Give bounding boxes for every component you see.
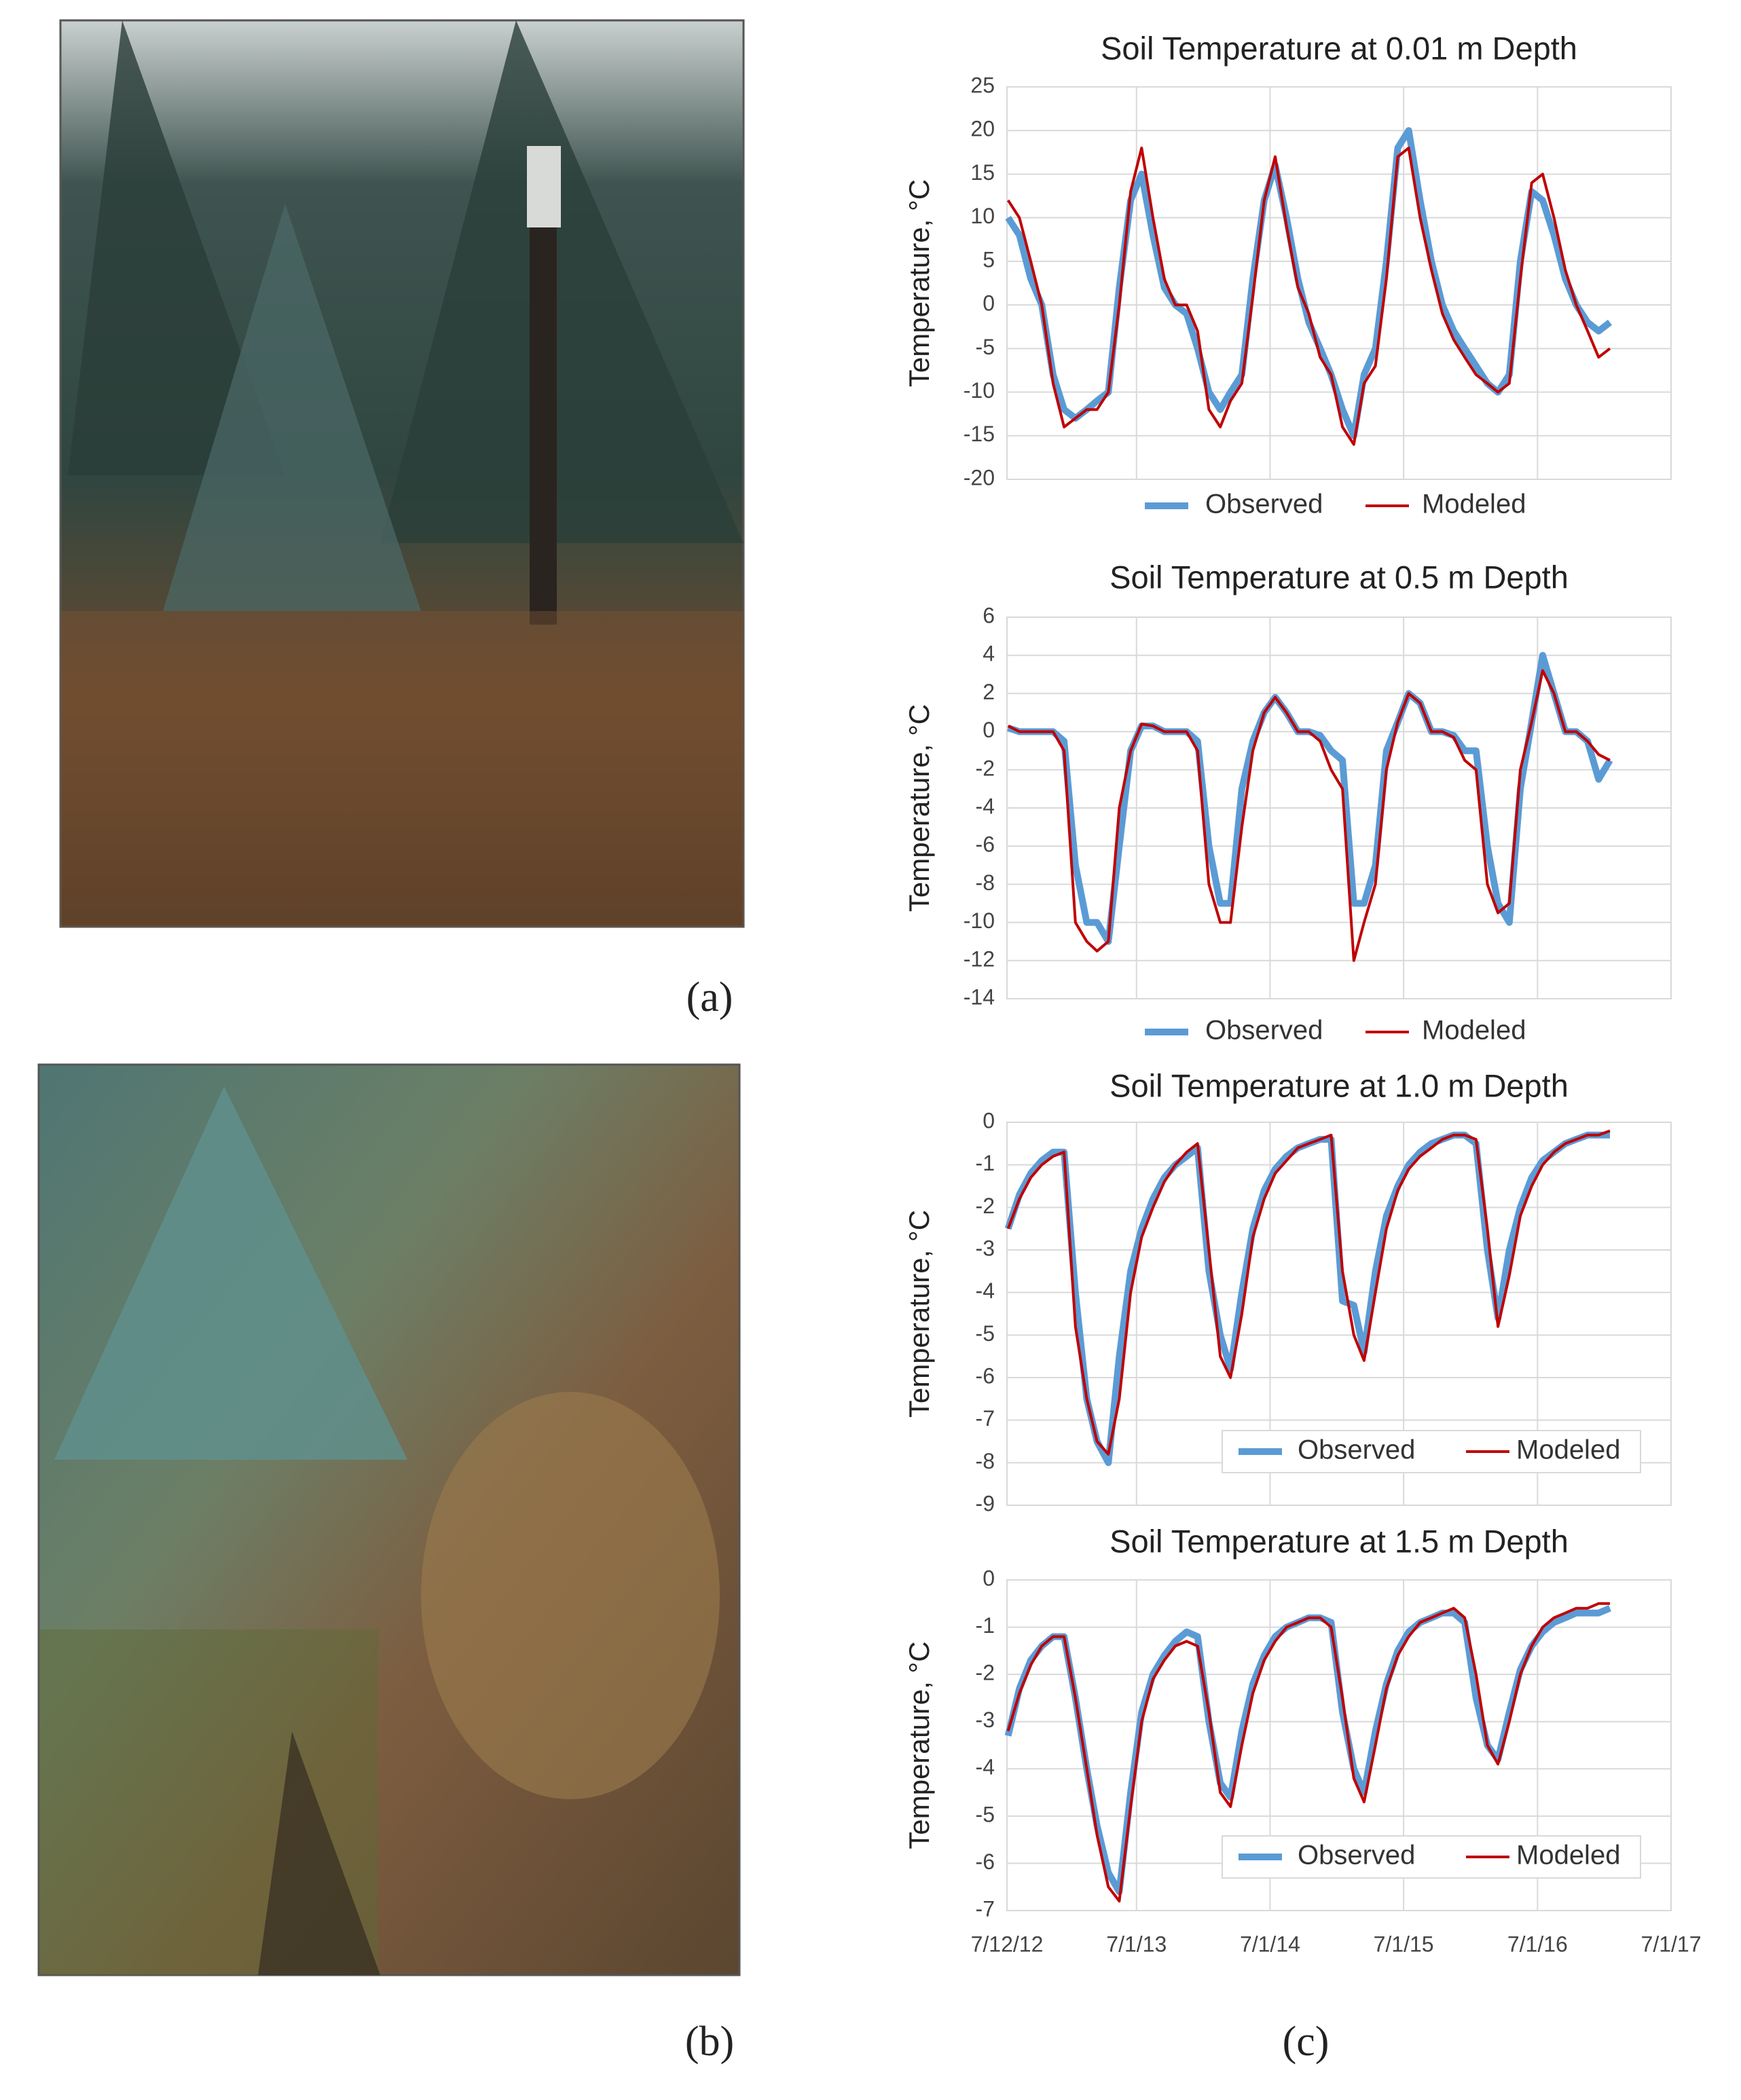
photo-b: [37, 1063, 741, 1976]
data-line: [1007, 669, 1611, 962]
y-tick-label: 2: [983, 680, 995, 704]
x-tick-label: 7/1/15: [1374, 1932, 1434, 1956]
y-tick-label: -5: [976, 1321, 995, 1346]
panel-label: (a): [686, 974, 733, 1020]
x-tick-label: 7/12/12: [971, 1932, 1044, 1956]
y-tick-label: -6: [976, 832, 995, 857]
data-line: [1004, 1131, 1610, 1467]
y-tick-label: -2: [976, 756, 995, 780]
data-line: [1006, 1602, 1610, 1903]
y-axis-label: Temperature, °C: [903, 1210, 935, 1418]
y-tick-label: -8: [976, 870, 995, 895]
y-tick-label: -7: [976, 1896, 995, 1921]
y-tick-label: 5: [983, 247, 995, 272]
y-tick-label: 15: [970, 160, 995, 185]
y-tick-label: 0: [983, 1566, 995, 1590]
y-tick-label: -10: [964, 378, 995, 403]
chart-title: Soil Temperature at 1.5 m Depth: [1110, 1523, 1569, 1559]
plot-frame: [1006, 616, 1672, 999]
x-tick-label: 7/1/17: [1641, 1932, 1702, 1956]
y-tick-label: 20: [970, 117, 995, 141]
y-tick-label: -3: [976, 1236, 995, 1260]
chart-title: Soil Temperature at 0.5 m Depth: [1110, 559, 1569, 595]
y-tick-label: -1: [976, 1151, 995, 1175]
legend-box: [1222, 1835, 1641, 1879]
legend-label: Observed: [1298, 1841, 1415, 1871]
data-line: [1006, 1129, 1611, 1456]
legend-box: [1222, 1430, 1641, 1473]
y-tick-label: -8: [976, 1449, 995, 1473]
y-tick-label: -4: [976, 1278, 995, 1303]
x-tick-label: 7/1/16: [1507, 1932, 1568, 1956]
x-tick-label: 7/1/14: [1240, 1932, 1300, 1956]
data-line: [1007, 652, 1613, 945]
y-tick-label: -5: [976, 335, 995, 359]
legend-label: Observed: [1205, 490, 1323, 519]
y-tick-label: 4: [983, 642, 995, 666]
legend-label: Modeled: [1516, 1435, 1620, 1465]
y-axis-label: Temperature, °C: [903, 704, 935, 912]
y-tick-label: 25: [970, 73, 995, 97]
panel-label: (b): [685, 2019, 734, 2065]
y-tick-label: -12: [964, 946, 995, 971]
legend-label: Modeled: [1422, 490, 1526, 519]
y-tick-label: -6: [976, 1849, 995, 1874]
legend-label: Modeled: [1422, 1016, 1526, 1046]
y-tick-label: 10: [970, 204, 995, 228]
y-tick-label: -2: [976, 1661, 995, 1685]
y-tick-label: -1: [976, 1613, 995, 1638]
y-tick-label: -6: [976, 1363, 995, 1388]
y-tick-label: 6: [983, 603, 995, 627]
legend-label: Modeled: [1516, 1841, 1620, 1871]
y-tick-label: -20: [964, 465, 995, 490]
y-tick-label: -10: [964, 908, 995, 933]
y-tick-label: -15: [964, 422, 995, 446]
y-tick-label: -4: [976, 794, 995, 818]
plot-frame: [1006, 1122, 1672, 1506]
y-tick-label: 0: [983, 718, 995, 742]
y-tick-label: 0: [983, 1108, 995, 1132]
y-tick-label: -2: [976, 1194, 995, 1218]
y-tick-label: -9: [976, 1491, 995, 1515]
chart-title: Soil Temperature at 0.01 m Depth: [1101, 30, 1577, 66]
legend-label: Observed: [1205, 1016, 1323, 1046]
y-axis-label: Temperature, °C: [903, 179, 935, 387]
x-tick-label: 7/1/13: [1106, 1932, 1167, 1956]
data-line: [1006, 146, 1611, 446]
y-tick-label: -7: [976, 1406, 995, 1431]
chart-title: Soil Temperature at 1.0 m Depth: [1110, 1067, 1569, 1103]
plot-frame: [1006, 1579, 1672, 1911]
y-tick-label: 0: [983, 291, 995, 316]
photo-a: [59, 19, 745, 928]
y-tick-label: -5: [976, 1802, 995, 1826]
y-tick-label: -4: [976, 1755, 995, 1780]
plot-frame: [1006, 86, 1672, 480]
legend-label: Observed: [1298, 1435, 1415, 1465]
y-tick-label: -14: [964, 984, 995, 1009]
y-tick-label: -3: [976, 1708, 995, 1732]
panel-label: (c): [1283, 2019, 1330, 2065]
y-axis-label: Temperature, °C: [903, 1641, 935, 1849]
